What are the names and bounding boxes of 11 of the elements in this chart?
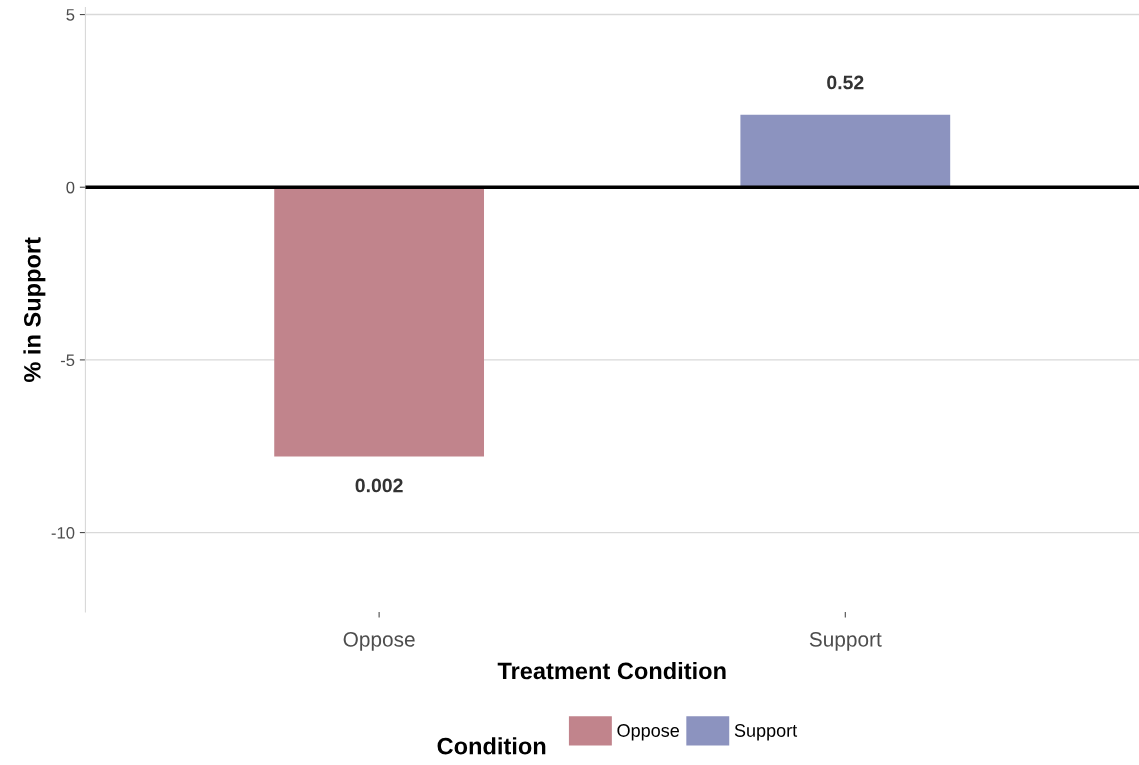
legend-label: Oppose	[617, 724, 679, 741]
annotation: 0.002	[355, 478, 403, 493]
legend-title: Condition	[437, 737, 546, 755]
annotation: 0.52	[827, 75, 864, 90]
y-axis-title: % in Support	[23, 237, 46, 383]
y-tick-label: -10	[51, 526, 75, 539]
y-tick-label: -5	[60, 354, 75, 367]
y-tick-label: 0	[66, 181, 75, 194]
legend-label: Support	[734, 724, 798, 741]
x-axis-title: Treatment Condition	[497, 661, 726, 680]
y-tick-label: 5	[66, 9, 75, 21]
